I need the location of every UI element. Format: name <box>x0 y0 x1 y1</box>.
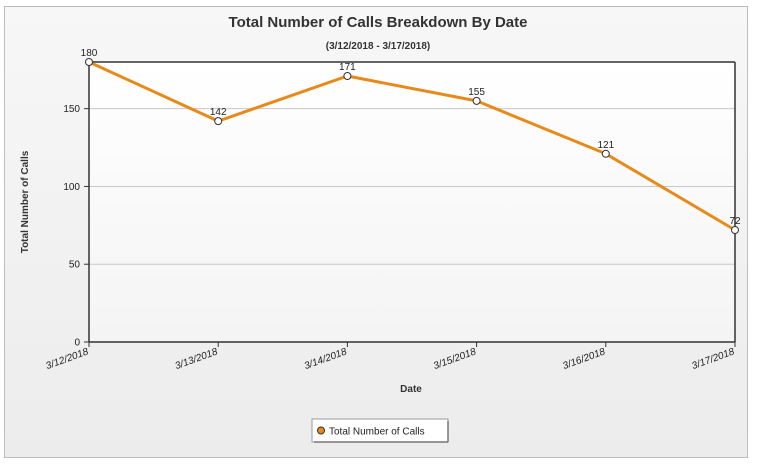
legend[interactable]: Total Number of Calls <box>311 418 449 443</box>
data-point <box>214 117 223 126</box>
y-tick-label: 150 <box>63 104 80 115</box>
x-axis-ticks: 3/12/2018 3/13/2018 3/14/2018 3/15/2018 3/16… <box>44 342 736 372</box>
data-label: 171 <box>339 62 356 73</box>
legend-label: Total Number of Calls <box>329 427 425 438</box>
y-tick-label: 100 <box>63 182 80 193</box>
data-label: 180 <box>81 48 98 59</box>
x-tick-label: 3/17/2018 <box>690 346 736 372</box>
data-point <box>343 72 352 80</box>
x-tick-label: 3/12/2018 <box>44 346 90 372</box>
data-point <box>472 96 481 105</box>
y-axis-title: Total Number of Calls <box>20 150 31 253</box>
plot-area <box>89 62 735 342</box>
data-label: 155 <box>468 87 485 98</box>
y-tick-label: 0 <box>74 338 80 349</box>
legend-marker <box>317 426 325 435</box>
x-axis-title: Date <box>400 384 422 395</box>
data-label: 121 <box>597 140 614 151</box>
data-label: 142 <box>210 107 227 118</box>
data-point <box>601 149 610 158</box>
chart-subtitle: (3/12/2018 - 3/17/2018) <box>326 41 431 52</box>
data-label: 72 <box>729 216 741 227</box>
series-line <box>87 60 737 232</box>
series-layer: 180 142 171 155 121 72 <box>81 48 741 234</box>
gridlines <box>89 108 735 265</box>
x-tick-label: 3/15/2018 <box>432 346 478 372</box>
data-point <box>85 58 93 66</box>
y-tick-label: 50 <box>69 260 81 271</box>
chart-title: Total Number of Calls Breakdown By Date <box>229 14 528 31</box>
y-axis-ticks: 0 50 100 150 <box>63 104 89 349</box>
data-point <box>731 226 739 234</box>
x-tick-label: 3/16/2018 <box>561 346 607 372</box>
x-tick-label: 3/14/2018 <box>303 346 349 372</box>
x-tick-label: 3/13/2018 <box>174 346 220 372</box>
